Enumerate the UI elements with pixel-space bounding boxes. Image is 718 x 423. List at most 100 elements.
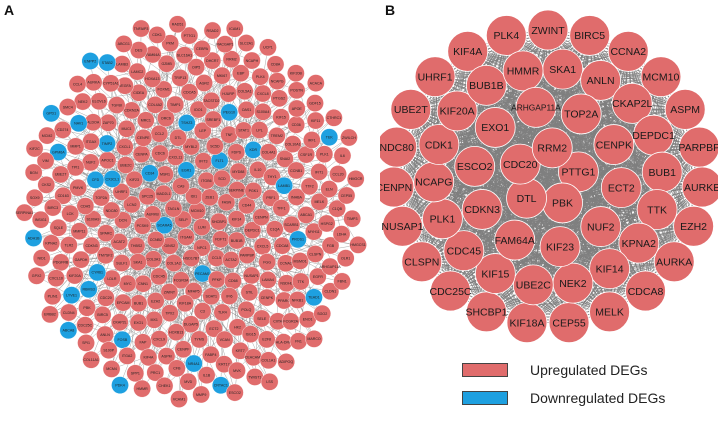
node-a-clspn: CLSPN	[306, 245, 325, 263]
node-a-srebf1: SREBF1	[204, 110, 223, 129]
node-a-cdc45: CDC45	[150, 267, 168, 286]
node-label: FDFT1	[215, 238, 226, 242]
node-label: IFI6	[226, 294, 232, 298]
node-label: LEP	[199, 129, 206, 133]
node-label: PPARG	[278, 299, 291, 303]
node-b-aurkb: AURKB	[681, 166, 718, 208]
node-label: C3	[200, 309, 205, 313]
node-a-cdca5: CDCA5	[180, 83, 199, 101]
node-label: LAMC2	[131, 70, 143, 74]
node-label: MVD	[184, 380, 192, 384]
node-label: PROS1	[292, 238, 304, 242]
node-a-ptgs2: PTGS2	[270, 89, 289, 108]
node-label: CDCA8	[628, 286, 664, 298]
node-a-mmp1: MMP1	[66, 137, 85, 156]
node-label: SNAI2	[280, 157, 290, 161]
node-a-cd44: CD44	[237, 196, 256, 215]
node-label: LPL	[256, 128, 262, 132]
node-a-insig1: INSIG1	[31, 210, 50, 229]
edge	[463, 127, 496, 251]
node-a-kif11: KIF11	[306, 111, 325, 130]
node-label: CXCL5	[257, 245, 269, 249]
node-label: CRTAC1	[214, 384, 228, 388]
node-label: CD274	[57, 128, 68, 132]
node-a-gzmb: GZMB	[157, 54, 176, 73]
node-a-mki67: MKI67	[213, 66, 231, 85]
node-a-hoxb13: HOXB13	[167, 323, 185, 341]
node-a-pgk1: PGK1	[244, 182, 263, 200]
node-a-ebp: EBP	[231, 64, 250, 82]
node-a-fabp4: FABP4	[202, 345, 220, 364]
node-b-birc5: BIRC5	[569, 15, 611, 56]
node-a-pdgfrb: PDGFRB	[52, 253, 70, 272]
node-label: PARPBP	[678, 142, 718, 154]
node-a-gpx2: GPX2	[27, 267, 46, 285]
node-a-cxcl1: CXCL1	[115, 138, 134, 156]
node-label: SPARC	[100, 231, 113, 235]
node-a-birc5: BIRC5	[93, 306, 112, 324]
node-label: KIF14	[596, 263, 624, 275]
node-label: PLK1	[430, 214, 456, 226]
node-a-kif23: KIF23	[125, 170, 144, 189]
node-label: CNN1	[138, 282, 148, 286]
node-b-nusap1: NUSAP1	[381, 205, 424, 247]
node-label: PBK	[552, 198, 573, 210]
node-a-epcam: EPCAM	[114, 293, 132, 312]
network-b: ZWINT BIRC5 CCNA2 MCM10 ASPM PARPBP AURKB EZH2 A…	[380, 9, 718, 344]
node-a-cxcl5: CXCL5	[253, 237, 272, 256]
node-label: NPC1	[197, 246, 207, 250]
node-a-cnn1: CNN1	[134, 274, 152, 293]
node-a-peg10: PEG10	[220, 103, 238, 122]
node-a-exo1: EXO1	[129, 313, 148, 332]
node-label: ENO1	[303, 318, 313, 322]
node-a-cdkn3: CDKN3	[82, 236, 101, 255]
node-label: TIMP2	[102, 142, 113, 146]
edge	[97, 220, 124, 273]
node-label: AURKA	[656, 257, 692, 269]
node-b-bub1b: BUB1B	[466, 64, 507, 106]
node-a-acaca: ACACA	[307, 74, 325, 92]
node-label: VEGFA	[119, 84, 132, 88]
node-label: BIRC5	[97, 313, 108, 317]
node-a-fam64a: FAM64A	[143, 45, 162, 64]
node-a-s100a9: S100A9	[84, 210, 102, 228]
node-a-ccnb1: CCNB1	[287, 161, 306, 180]
node-a-pfkp: PFKP	[208, 270, 226, 289]
node-b-cenpn: CENPN	[380, 166, 415, 208]
node-a-apoc1: APOC1	[98, 151, 117, 170]
node-label: CCL20	[332, 172, 343, 176]
node-label: COL3A1	[147, 257, 161, 261]
node-label: ALDOA	[87, 121, 100, 125]
node-label: TAGLN	[168, 207, 180, 211]
node-b-mcm10: MCM10	[640, 56, 682, 98]
node-label: ABCG1	[118, 42, 130, 46]
node-label: FASN	[222, 201, 232, 205]
node-label: OLR1	[341, 256, 350, 260]
node-label: TTF2	[305, 185, 314, 189]
node-a-oip5: OIP5	[187, 58, 205, 76]
node-label: LCK	[67, 212, 75, 216]
node-label: TWIST1	[248, 375, 261, 379]
node-a-e2f8: E2F8	[257, 330, 276, 349]
node-b-pbk: PBK	[542, 182, 583, 224]
node-a-irf1: IRF1	[303, 131, 321, 149]
node-label: INHBA	[291, 195, 303, 199]
node-label: ABCA8	[62, 329, 74, 333]
node-label: ESCO2	[229, 391, 241, 395]
node-a-gdf15: GDF15	[306, 94, 324, 112]
node-label: CDKN2A	[124, 109, 139, 113]
node-label: STIL	[246, 291, 254, 295]
node-a-cldn4: CLDN4	[59, 303, 78, 322]
node-label: NFKB1	[292, 298, 304, 302]
node-a-timp1: TIMP1	[166, 95, 185, 114]
node-a-lamb1: LAMB1	[275, 176, 293, 195]
node-label: LDHA	[337, 232, 347, 236]
node-label: KIF15	[481, 268, 509, 280]
node-label: DES	[135, 48, 143, 52]
node-b-cdk1: CDK1	[418, 124, 460, 165]
node-a-col4a2: COL4A2	[146, 96, 164, 114]
node-a-cxcl10: CXCL10	[47, 269, 65, 288]
node-a-kif15: KIF15	[272, 108, 290, 126]
node-label: ITGAM	[180, 235, 191, 239]
node-label: INSIG1	[35, 218, 47, 222]
